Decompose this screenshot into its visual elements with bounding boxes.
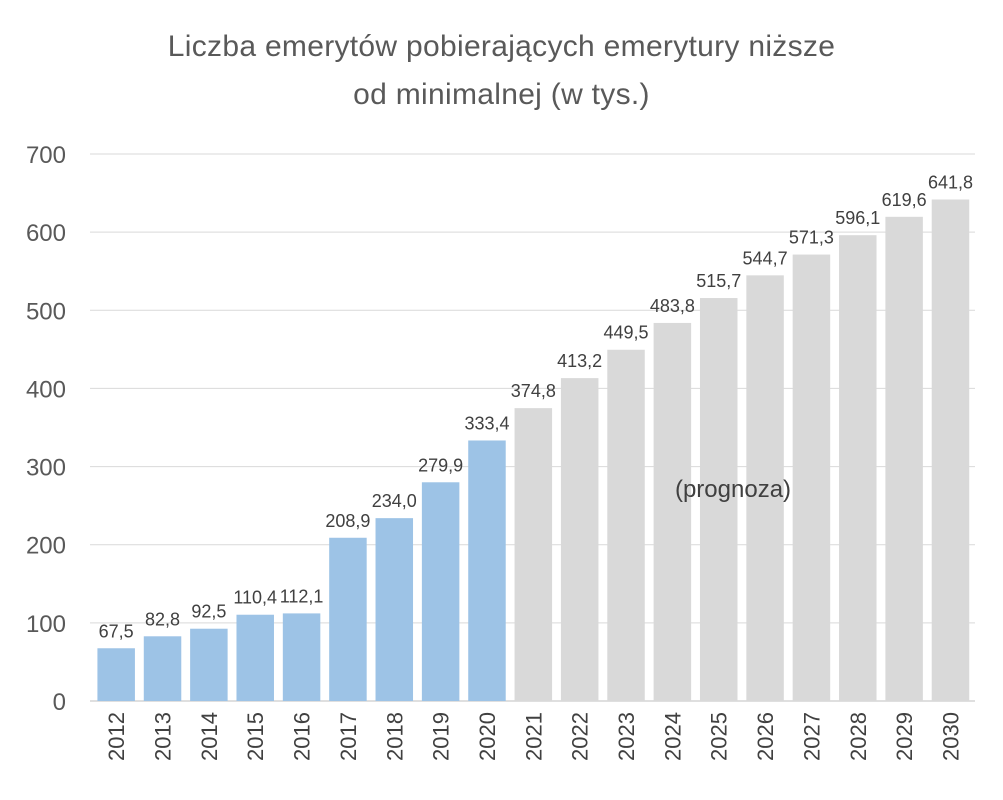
data-label: 82,8 bbox=[145, 609, 180, 629]
bar bbox=[468, 440, 506, 701]
x-tick-label: 2024 bbox=[660, 712, 685, 761]
data-label: 483,8 bbox=[650, 296, 695, 316]
bar bbox=[236, 614, 274, 701]
x-tick-label: 2022 bbox=[568, 712, 593, 761]
data-label: 234,0 bbox=[372, 491, 417, 511]
y-tick-label: 400 bbox=[26, 376, 66, 403]
bar bbox=[653, 322, 692, 701]
bar bbox=[839, 235, 877, 701]
y-tick-label: 100 bbox=[26, 611, 66, 638]
y-tick-label: 700 bbox=[26, 142, 66, 169]
data-label: 449,5 bbox=[604, 323, 649, 343]
data-label: 92,5 bbox=[191, 602, 226, 622]
data-label: 596,1 bbox=[835, 208, 880, 228]
x-tick-label: 2029 bbox=[892, 712, 917, 761]
data-label: 67,5 bbox=[99, 621, 134, 641]
forecast-annotation: (prognoza) bbox=[675, 476, 791, 503]
data-label: 571,3 bbox=[789, 228, 834, 248]
bar bbox=[560, 378, 599, 701]
data-label: 374,8 bbox=[511, 381, 556, 401]
x-tick-label: 2016 bbox=[290, 712, 315, 761]
data-label: 413,2 bbox=[557, 351, 602, 371]
x-tick-label: 2013 bbox=[151, 712, 176, 761]
bar bbox=[143, 636, 182, 701]
data-label: 279,9 bbox=[418, 455, 463, 475]
x-tick-label: 2027 bbox=[799, 712, 824, 761]
y-tick-label: 200 bbox=[26, 533, 66, 560]
x-tick-label: 2015 bbox=[243, 712, 268, 761]
x-tick-label: 2019 bbox=[429, 712, 454, 761]
data-label: 641,8 bbox=[928, 172, 973, 192]
bar bbox=[931, 199, 970, 702]
bar bbox=[514, 408, 553, 701]
data-label: 544,7 bbox=[743, 248, 788, 268]
x-tick-label: 2018 bbox=[382, 712, 407, 761]
bar bbox=[885, 216, 923, 702]
x-tick-label: 2020 bbox=[475, 712, 500, 761]
data-label: 333,4 bbox=[464, 413, 509, 433]
y-tick-label: 300 bbox=[26, 455, 66, 482]
data-label: 515,7 bbox=[696, 271, 741, 291]
x-tick-label: 2012 bbox=[104, 712, 129, 761]
bar bbox=[607, 349, 645, 701]
bar bbox=[421, 482, 460, 701]
data-label: 619,6 bbox=[882, 190, 927, 210]
x-tick-label: 2030 bbox=[938, 712, 963, 761]
bar bbox=[329, 537, 367, 701]
chart-title-line-1: Liczba emerytów pobierających emerytury … bbox=[167, 30, 836, 63]
bar bbox=[699, 298, 738, 701]
x-tick-label: 2021 bbox=[521, 712, 546, 761]
bar bbox=[792, 254, 831, 701]
bar bbox=[375, 518, 414, 701]
x-tick-label: 2026 bbox=[753, 712, 778, 761]
x-tick-label: 2028 bbox=[846, 712, 871, 761]
data-label: 110,4 bbox=[233, 588, 277, 608]
x-tick-label: 2017 bbox=[336, 712, 361, 761]
data-label: 112,1 bbox=[280, 586, 324, 606]
chart-title-line-2: od minimalnej (w tys.) bbox=[353, 78, 650, 111]
y-tick-label: 500 bbox=[26, 298, 66, 325]
x-tick-label: 2025 bbox=[707, 712, 732, 761]
x-tick-label: 2023 bbox=[614, 712, 639, 761]
x-tick-label: 2014 bbox=[197, 712, 222, 761]
data-label: 208,9 bbox=[325, 511, 370, 531]
bar bbox=[97, 648, 135, 701]
y-tick-label: 0 bbox=[53, 689, 66, 716]
y-tick-label: 600 bbox=[26, 220, 66, 247]
bar bbox=[282, 613, 321, 701]
bar bbox=[190, 628, 228, 701]
bar bbox=[746, 275, 784, 701]
